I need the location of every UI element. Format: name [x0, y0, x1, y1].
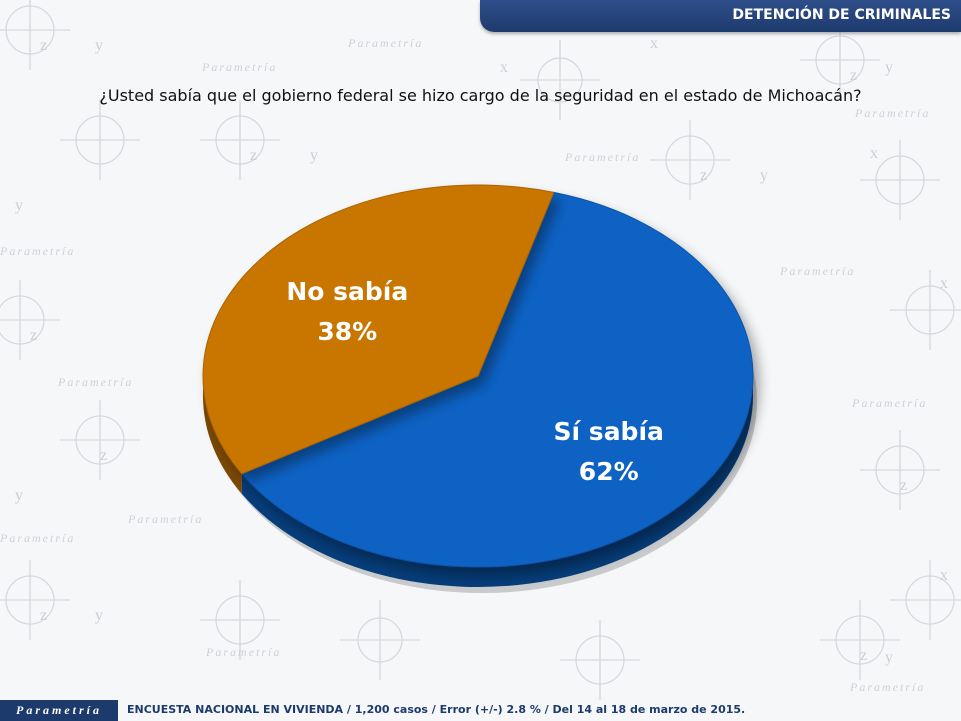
watermark-text: Parametría	[850, 680, 926, 694]
pie-slice-1	[202, 184, 555, 475]
svg-text:z: z	[30, 327, 37, 344]
pie-slice-side-1	[203, 376, 242, 494]
watermark-text: Parametría	[780, 264, 856, 278]
svg-text:y: y	[885, 59, 893, 76]
svg-text:y: y	[885, 649, 893, 666]
svg-text:x: x	[940, 567, 948, 584]
watermark-text: Parametría	[565, 150, 641, 164]
watermark-text: Parametría	[202, 60, 278, 74]
watermark-text: Parametría	[0, 244, 76, 258]
svg-text:z: z	[700, 167, 707, 184]
slice-value-0: 62%	[579, 457, 639, 486]
svg-text:z: z	[860, 647, 867, 664]
watermark-text: Parametría	[855, 106, 931, 120]
svg-text:y: y	[95, 37, 103, 54]
section-title: DETENCIÓN DE CRIMINALES	[732, 7, 951, 23]
watermark-text: Parametría	[128, 512, 204, 526]
watermark-text: Parametría	[852, 396, 928, 410]
pie-slice-0	[240, 191, 754, 568]
watermark-text: Parametría	[348, 36, 424, 50]
watermark-text: Parametría	[206, 645, 282, 659]
svg-text:y: y	[15, 197, 23, 214]
survey-methodology-note: ENCUESTA NACIONAL EN VIVIENDA / 1,200 ca…	[127, 703, 746, 716]
svg-text:y: y	[760, 167, 768, 184]
svg-text:y: y	[95, 607, 103, 624]
svg-text:z: z	[850, 67, 857, 84]
slice-value-1: 38%	[317, 317, 377, 346]
survey-question: ¿Usted sabía que el gobierno federal se …	[99, 86, 862, 105]
svg-text:z: z	[40, 37, 47, 54]
svg-text:y: y	[310, 147, 318, 164]
svg-text:x: x	[650, 35, 658, 52]
watermark-text: Parametría	[0, 531, 76, 545]
svg-text:y: y	[15, 487, 23, 504]
svg-text:z: z	[40, 607, 47, 624]
svg-text:x: x	[500, 59, 508, 76]
svg-text:z: z	[100, 447, 107, 464]
parametria-logo: Parametría	[0, 700, 118, 721]
slice-label-0: Sí sabía	[554, 417, 664, 446]
svg-text:z: z	[250, 147, 257, 164]
svg-text:x: x	[940, 275, 948, 292]
watermark-text: Parametría	[58, 375, 134, 389]
header-bar: DETENCIÓN DE CRIMINALES	[480, 0, 961, 32]
svg-text:z: z	[900, 477, 907, 494]
slice-label-1: No sabía	[286, 277, 408, 306]
svg-text:x: x	[870, 145, 878, 162]
footer: Parametría ENCUESTA NACIONAL EN VIVIENDA…	[0, 700, 961, 721]
